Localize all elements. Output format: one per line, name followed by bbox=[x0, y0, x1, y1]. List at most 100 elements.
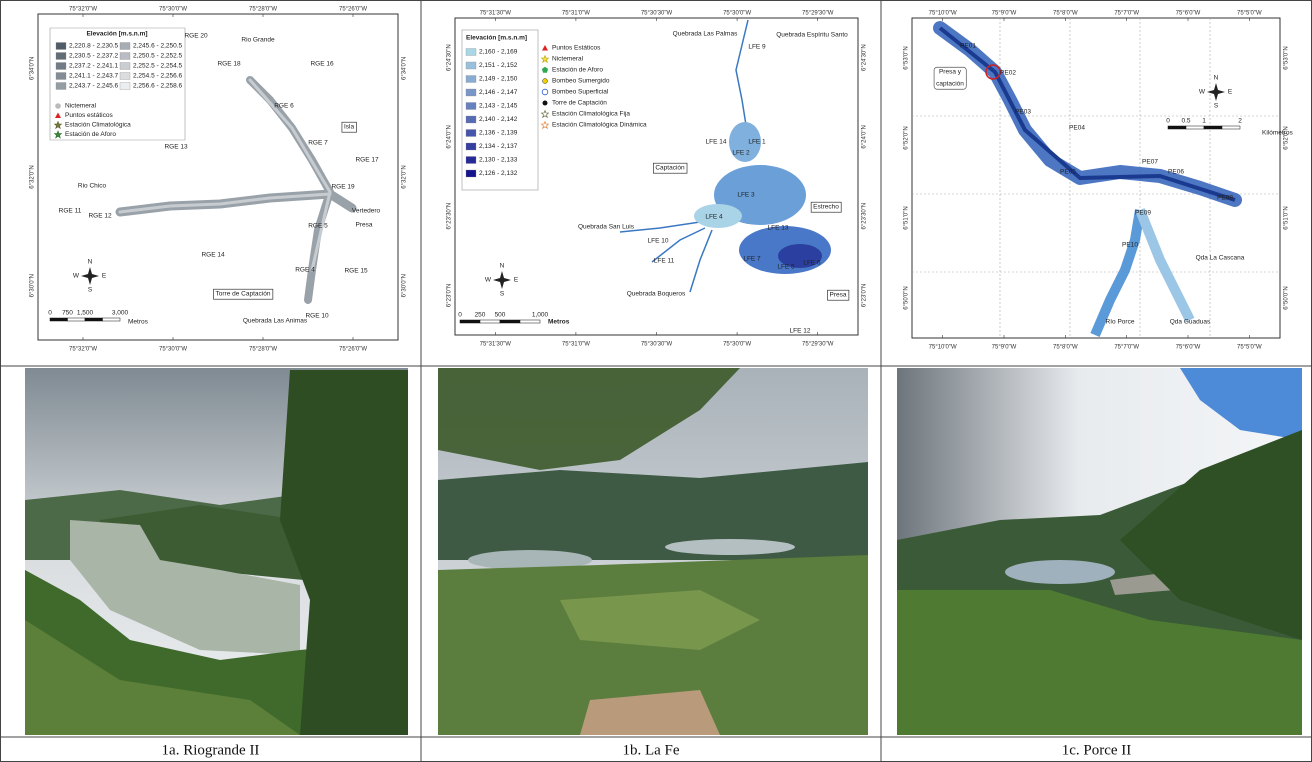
scale-label: 1,000 bbox=[532, 312, 549, 319]
lon-tick-label: 75°29'30"W bbox=[802, 11, 834, 17]
compass-letter: N bbox=[1214, 75, 1219, 82]
map-label: RGE 6 bbox=[274, 103, 294, 110]
legend-symbol bbox=[55, 103, 61, 109]
scale-label: 0 bbox=[458, 312, 462, 319]
legend-swatch bbox=[120, 73, 130, 80]
lat-tick-label: 6°23'0"N bbox=[862, 284, 868, 307]
map-label: RGE 10 bbox=[305, 313, 329, 320]
lat-tick-label: 6°34'0"N bbox=[30, 57, 36, 80]
map-label: RGE 13 bbox=[164, 144, 188, 151]
map-label: Captación bbox=[655, 165, 685, 172]
lon-tick-label: 75°30'0"W bbox=[723, 11, 751, 17]
legend-label: 2,140 - 2,142 bbox=[479, 116, 518, 123]
scale-bar bbox=[103, 318, 121, 321]
map-label: Presa y bbox=[939, 69, 962, 76]
lat-tick-label: 6°30'0"N bbox=[30, 274, 36, 297]
legend-symbol bbox=[543, 101, 548, 106]
legend-label: 2,245.6 - 2,250.5 bbox=[133, 43, 183, 50]
lon-tick-label: 75°7'0"W bbox=[1114, 11, 1139, 17]
legend-title: Elevación [m.s.n.m] bbox=[86, 31, 147, 38]
lat-tick-label: 6°51'0"N bbox=[904, 206, 910, 229]
photo-riogrande bbox=[25, 368, 408, 735]
compass-letter: S bbox=[1214, 103, 1219, 110]
map-label: RGE 17 bbox=[355, 157, 379, 164]
legend-swatch bbox=[56, 43, 66, 50]
map-label: Río Porce bbox=[1106, 319, 1135, 326]
map-label: Isla bbox=[344, 124, 355, 131]
map-label: Quebrada Espíritu Santo bbox=[776, 32, 848, 39]
map-label: Quebrada Las Animas bbox=[243, 318, 308, 325]
scale-bar bbox=[50, 318, 68, 321]
lon-tick-label: 75°5'0"W bbox=[1237, 11, 1262, 17]
legend-swatch bbox=[120, 53, 130, 60]
lat-tick-label: 6°53'0"N bbox=[904, 46, 910, 69]
legend-swatch bbox=[466, 116, 476, 123]
lat-tick-label: 6°51'0"N bbox=[1284, 206, 1290, 229]
scale-unit: Metros bbox=[548, 319, 570, 326]
figure: 75°32'0"W75°32'0"W75°30'0"W75°30'0"W75°2… bbox=[0, 0, 1312, 762]
map-label: Vertedero bbox=[352, 208, 381, 215]
legend-label: 2,220.8 - 2,230.5 bbox=[69, 43, 119, 50]
compass-letter: W bbox=[1199, 89, 1206, 96]
lon-tick-label: 75°32'0"W bbox=[69, 347, 97, 353]
lon-tick-label: 75°31'0"W bbox=[562, 11, 590, 17]
map-label: Quebrada San Luis bbox=[578, 224, 635, 231]
map-label: LFE 11 bbox=[654, 258, 675, 265]
map-label: RGE 14 bbox=[201, 252, 225, 259]
legend-label: Estación Climatológica bbox=[65, 122, 131, 129]
legend-label: 2,254.5 - 2,256.6 bbox=[133, 73, 183, 80]
lon-tick-label: 75°28'0"W bbox=[249, 7, 277, 13]
map-label: Presa bbox=[830, 292, 847, 299]
lon-tick-label: 75°26'0"W bbox=[339, 7, 367, 13]
lat-tick-label: 6°34'0"N bbox=[402, 57, 408, 80]
scale-label: 1,500 bbox=[77, 310, 94, 317]
map-label: LFE 9 bbox=[748, 44, 766, 51]
lon-tick-label: 75°8'0"W bbox=[1053, 11, 1078, 17]
legend-swatch bbox=[466, 170, 476, 177]
legend-swatch bbox=[56, 83, 66, 90]
lat-tick-label: 6°32'0"N bbox=[30, 165, 36, 188]
legend-label: Bombeo Sumergido bbox=[552, 78, 610, 85]
map-label: PE09 bbox=[1135, 210, 1151, 217]
legend-swatch bbox=[466, 89, 476, 96]
legend-label: Nictemeral bbox=[65, 103, 97, 110]
legend-swatch bbox=[56, 63, 66, 70]
scale-bar bbox=[85, 318, 103, 321]
scale-bar bbox=[68, 318, 86, 321]
legend-label: 2,230.5 - 2,237.2 bbox=[69, 53, 119, 60]
map-label: PE08 bbox=[1217, 195, 1233, 202]
map-label: RGE 5 bbox=[308, 223, 328, 230]
map-label: RGE 4 bbox=[295, 267, 315, 274]
scale-label: 3,000 bbox=[112, 310, 129, 317]
lon-tick-label: 75°30'0"W bbox=[159, 7, 187, 13]
scale-bar bbox=[460, 320, 480, 323]
map-label: LFE 5 bbox=[777, 264, 795, 271]
map-label: LFE 10 bbox=[648, 238, 669, 245]
legend-swatch bbox=[466, 62, 476, 69]
caption: 1b. La Fe bbox=[622, 742, 679, 758]
scale-bar bbox=[480, 320, 500, 323]
legend-swatch bbox=[56, 53, 66, 60]
lat-tick-label: 6°24'0"N bbox=[862, 125, 868, 148]
legend-title: Elevación [m.s.n.m] bbox=[466, 35, 527, 42]
legend-label: 2,256.6 - 2,258.6 bbox=[133, 83, 183, 90]
scale-label: 0.5 bbox=[1181, 118, 1190, 125]
lon-tick-label: 75°9'0"W bbox=[992, 11, 1017, 17]
map-label: LFE 3 bbox=[737, 192, 755, 199]
map-label: PE01 bbox=[960, 43, 976, 50]
lat-tick-label: 6°53'0"N bbox=[1284, 46, 1290, 69]
map-label: RGE 18 bbox=[217, 61, 241, 68]
map-label: Quebrada Las Palmas bbox=[673, 31, 738, 38]
legend-label: 2,160 - 2,169 bbox=[479, 49, 518, 56]
compass-letter: E bbox=[102, 273, 107, 280]
lon-tick-label: 75°6'0"W bbox=[1176, 345, 1201, 351]
scale-label: 750 bbox=[62, 310, 73, 317]
legend-label: 2,130 - 2,133 bbox=[479, 157, 518, 164]
map-label: RGE 19 bbox=[331, 184, 355, 191]
lon-tick-label: 75°10'0"W bbox=[929, 345, 957, 351]
map-label: PE10 bbox=[1122, 242, 1138, 249]
map-label: PE02 bbox=[1000, 70, 1016, 77]
lon-tick-label: 75°28'0"W bbox=[249, 347, 277, 353]
lat-tick-label: 6°23'0"N bbox=[447, 284, 453, 307]
legend-label: 2,151 - 2,152 bbox=[479, 62, 518, 69]
